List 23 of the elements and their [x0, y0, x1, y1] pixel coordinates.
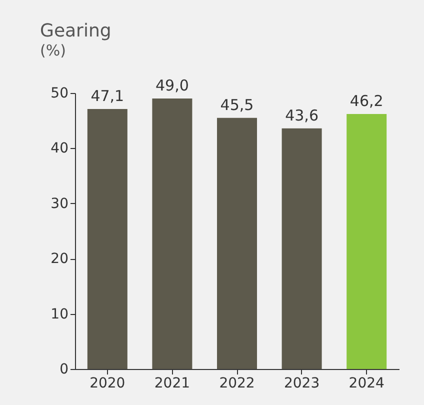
bar	[282, 128, 322, 369]
bar	[152, 98, 192, 369]
y-tick-label: 40	[50, 140, 68, 157]
data-label: 43,6	[285, 106, 319, 124]
x-tick-label: 2022	[219, 376, 255, 392]
y-tick-label: 50	[50, 86, 68, 102]
y-tick-label: 30	[50, 196, 68, 212]
y-tick-label: 10	[50, 306, 68, 322]
bar	[87, 109, 128, 369]
x-tick-label: 2024	[348, 376, 384, 392]
y-tick-label: 20	[50, 251, 68, 268]
y-tick-label: 0	[60, 362, 68, 378]
x-tick-label: 2021	[154, 376, 190, 392]
chart-subtitle: (%)	[40, 42, 66, 60]
data-label: 47,1	[90, 87, 124, 106]
x-tick-label: 2020	[90, 376, 126, 392]
data-label: 46,2	[350, 92, 384, 110]
x-tick-label: 2023	[284, 376, 320, 392]
bar	[217, 118, 257, 369]
data-label: 45,5	[220, 96, 254, 114]
bar	[346, 114, 387, 369]
chart-title: Gearing	[40, 20, 112, 42]
data-label: 49,0	[155, 76, 189, 95]
